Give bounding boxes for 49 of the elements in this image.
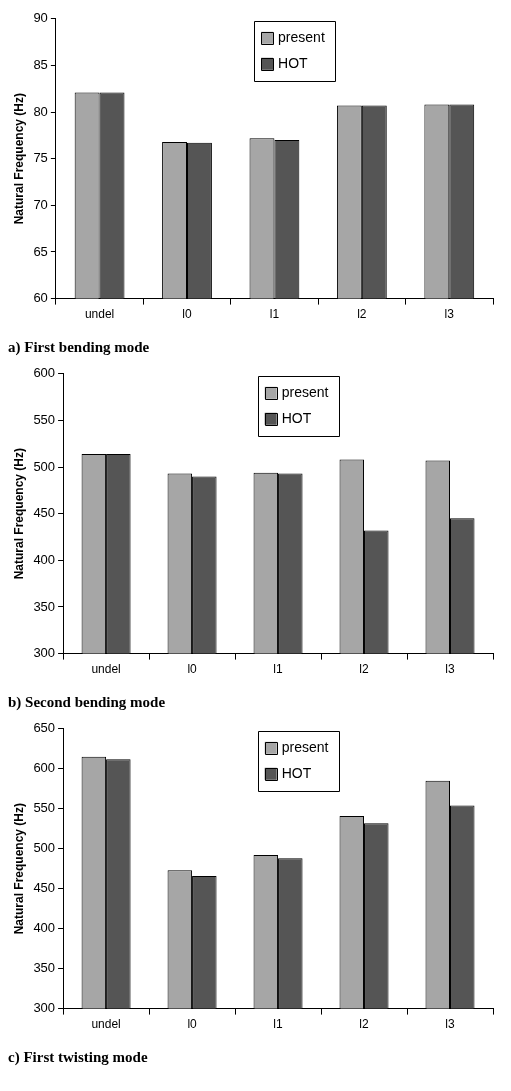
x-tick-label: l0 xyxy=(187,1017,198,1032)
y-tick-label: 600 xyxy=(33,365,56,381)
text: a) First bending mode xyxy=(8,338,150,356)
y-tick-label: 60 xyxy=(33,290,48,306)
x-tick-label: l1 xyxy=(273,662,284,677)
x-tick-label: undel xyxy=(84,307,115,322)
x-tick-label: l2 xyxy=(359,662,370,677)
legend-label: HOT xyxy=(278,54,309,71)
x-tick-label: l3 xyxy=(445,1017,455,1032)
y-tick-label: 600 xyxy=(33,760,56,776)
y-tick-label: 300 xyxy=(33,645,56,661)
y-tick-label: 450 xyxy=(33,880,56,896)
x-tick-label: l2 xyxy=(357,307,367,322)
y-tick-label: 75 xyxy=(33,150,48,166)
text: c) First twisting mode xyxy=(8,1048,148,1066)
y-tick-label: 650 xyxy=(33,720,56,736)
x-tick-label: l0 xyxy=(187,662,198,677)
y-tick-label: 350 xyxy=(33,960,56,976)
x-tick-label: l1 xyxy=(269,307,280,322)
y-tick-label: 80 xyxy=(33,103,48,119)
y-axis-title: Natural Frequency (Hz) xyxy=(11,93,26,225)
legend-label: HOT xyxy=(281,764,312,781)
y-tick-label: 90 xyxy=(33,10,48,26)
y-tick-label: 550 xyxy=(33,800,56,816)
legend-label: present xyxy=(281,738,329,755)
y-tick-label: 65 xyxy=(33,243,48,259)
text: b) Second bending mode xyxy=(8,693,166,711)
y-tick-label: 550 xyxy=(33,412,56,428)
y-tick-label: 350 xyxy=(33,598,56,614)
x-tick-label: l2 xyxy=(359,1017,370,1032)
y-axis-title: Natural Frequency (Hz) xyxy=(11,448,26,580)
y-tick-label: 85 xyxy=(33,57,48,73)
x-tick-label: undel xyxy=(91,662,121,677)
x-tick-label: l3 xyxy=(445,662,455,677)
legend-label: HOT xyxy=(281,409,312,426)
y-axis-title: Natural Frequency (Hz) xyxy=(11,803,26,935)
x-tick-label: l0 xyxy=(182,307,192,322)
y-tick-label: 70 xyxy=(33,196,48,212)
y-tick-label: 400 xyxy=(33,551,56,567)
y-tick-label: 300 xyxy=(33,1000,56,1016)
y-tick-label: 500 xyxy=(33,458,56,474)
legend-label: present xyxy=(281,383,329,400)
y-tick-label: 500 xyxy=(33,840,56,856)
x-tick-label: undel xyxy=(91,1017,121,1032)
legend-label: present xyxy=(278,28,325,45)
y-tick-label: 400 xyxy=(33,920,56,936)
y-tick-label: 450 xyxy=(33,505,56,521)
x-tick-label: l1 xyxy=(273,1017,284,1032)
x-tick-label: l3 xyxy=(444,307,455,322)
